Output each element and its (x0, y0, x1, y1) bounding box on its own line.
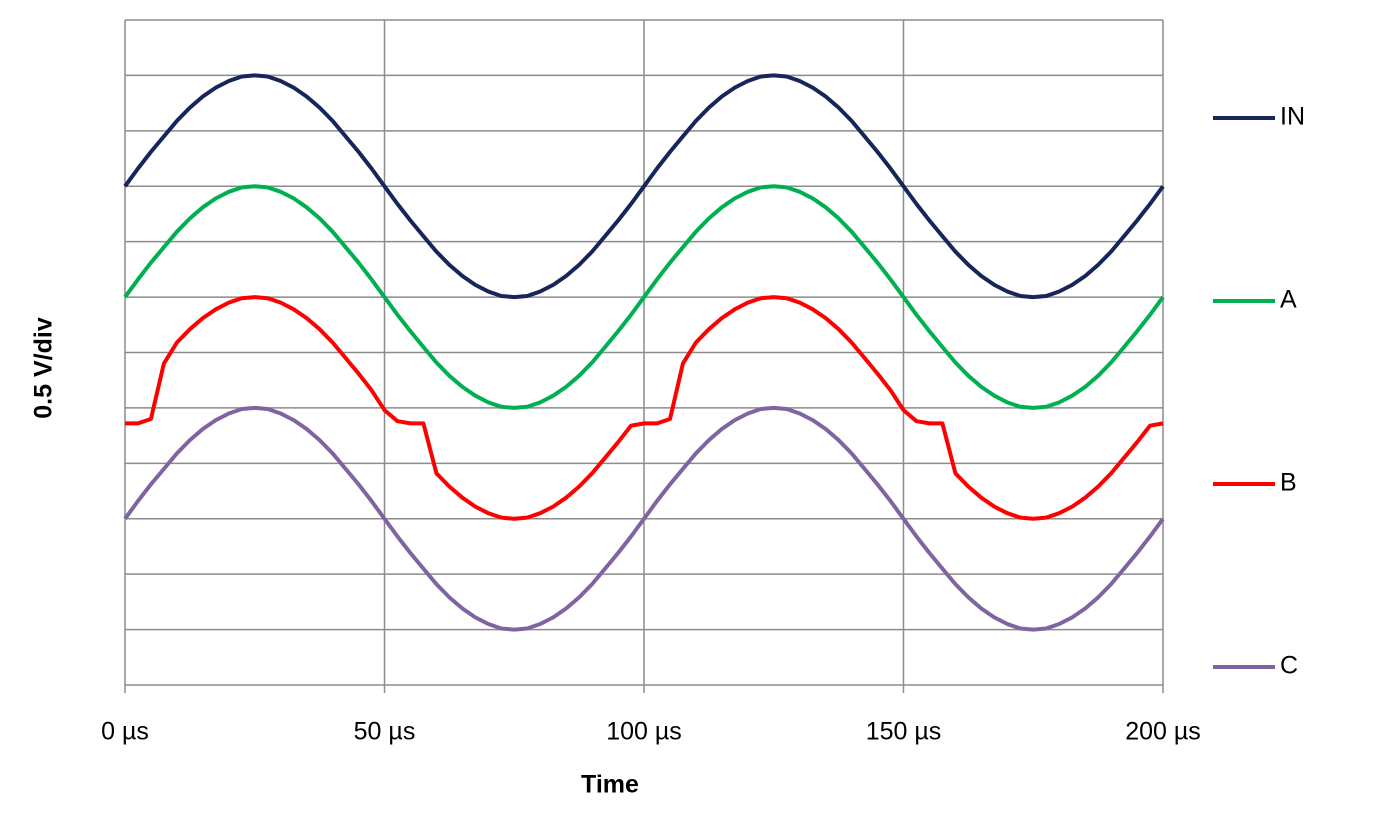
legend-label: C (1280, 652, 1298, 680)
x-tick-label: 0 µs (101, 718, 149, 746)
x-tick-label: 150 µs (866, 718, 942, 746)
y-axis-title: 0.5 V/div (30, 317, 58, 419)
legend-label: IN (1280, 103, 1305, 131)
x-tick-label: 200 µs (1125, 718, 1201, 746)
x-tick-label: 100 µs (606, 718, 682, 746)
legend-label: A (1280, 286, 1297, 314)
series-line (123, 405, 1165, 632)
x-axis-title: Time (581, 771, 639, 799)
x-tick-label: 50 µs (354, 718, 416, 746)
legend-label: B (1280, 469, 1297, 497)
series-line (123, 184, 1165, 410)
series-line (123, 73, 1165, 300)
series-line (125, 295, 1164, 521)
